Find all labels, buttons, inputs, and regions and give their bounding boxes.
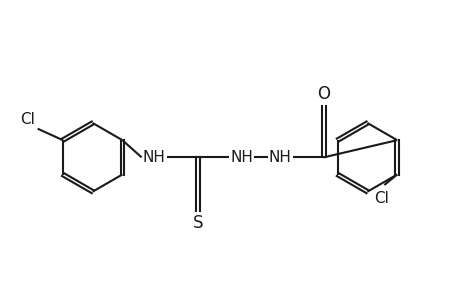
Text: S: S	[192, 214, 203, 232]
Text: Cl: Cl	[21, 112, 35, 127]
Text: Cl: Cl	[373, 191, 388, 206]
Text: NH: NH	[269, 150, 291, 165]
Text: O: O	[317, 85, 330, 103]
Text: NH: NH	[143, 150, 166, 165]
Text: NH: NH	[230, 150, 252, 165]
